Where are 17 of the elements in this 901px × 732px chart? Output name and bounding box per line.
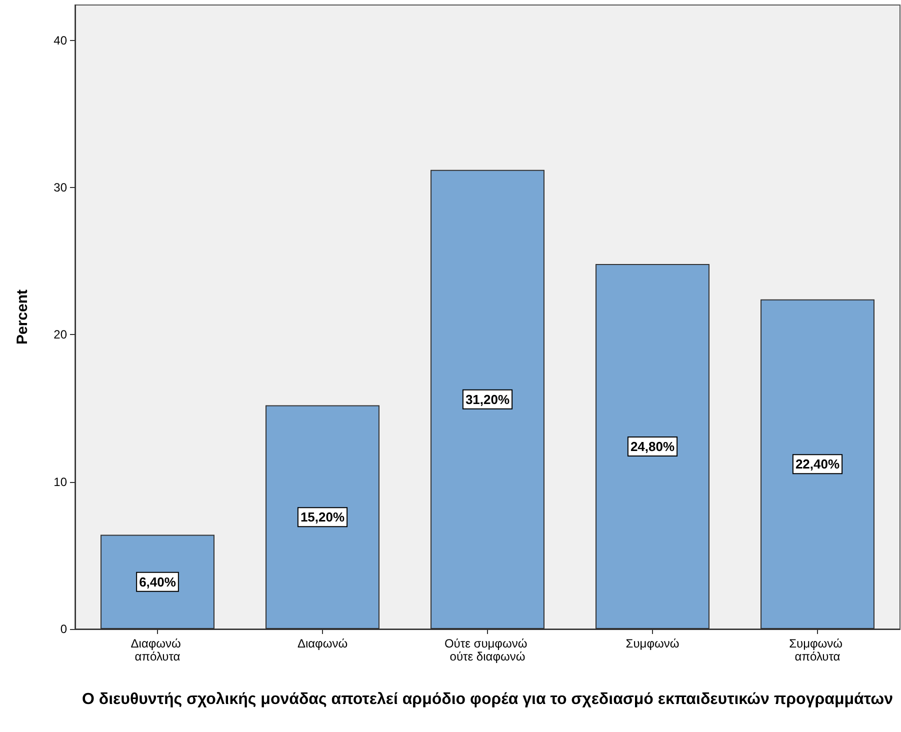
x-tick-label: Ούτε συμφωνώ ούτε διαφωνώ [444,636,531,664]
y-tick-label: 20 [54,328,68,342]
x-tick-label: Συμφωνώ [626,636,680,650]
data-label: 31,20% [465,392,510,407]
data-label: 24,80% [630,439,675,454]
x-tick-label: Διαφωνώ [297,636,348,650]
x-tick-label: Διαφωνώ απόλυτα [130,636,184,664]
y-tick-label: 0 [60,622,68,636]
x-tick-label: Συμφωνώ απόλυτα [789,636,846,664]
x-axis-title: Ο διευθυντής σχολικής μονάδας αποτελεί αρμόδιο φορέα για το σχεδιασμό εκπαιδευτικών προγραμμάτων [82,691,894,708]
y-tick-label: 30 [54,180,68,194]
data-label: 6,40% [139,574,176,590]
y-tick-label: 10 [54,474,68,489]
y-tick-label: 40 [54,33,68,48]
data-label: 15,20% [300,510,345,525]
y-axis-title: Percent [14,289,31,345]
data-label: 22,40% [795,456,840,472]
